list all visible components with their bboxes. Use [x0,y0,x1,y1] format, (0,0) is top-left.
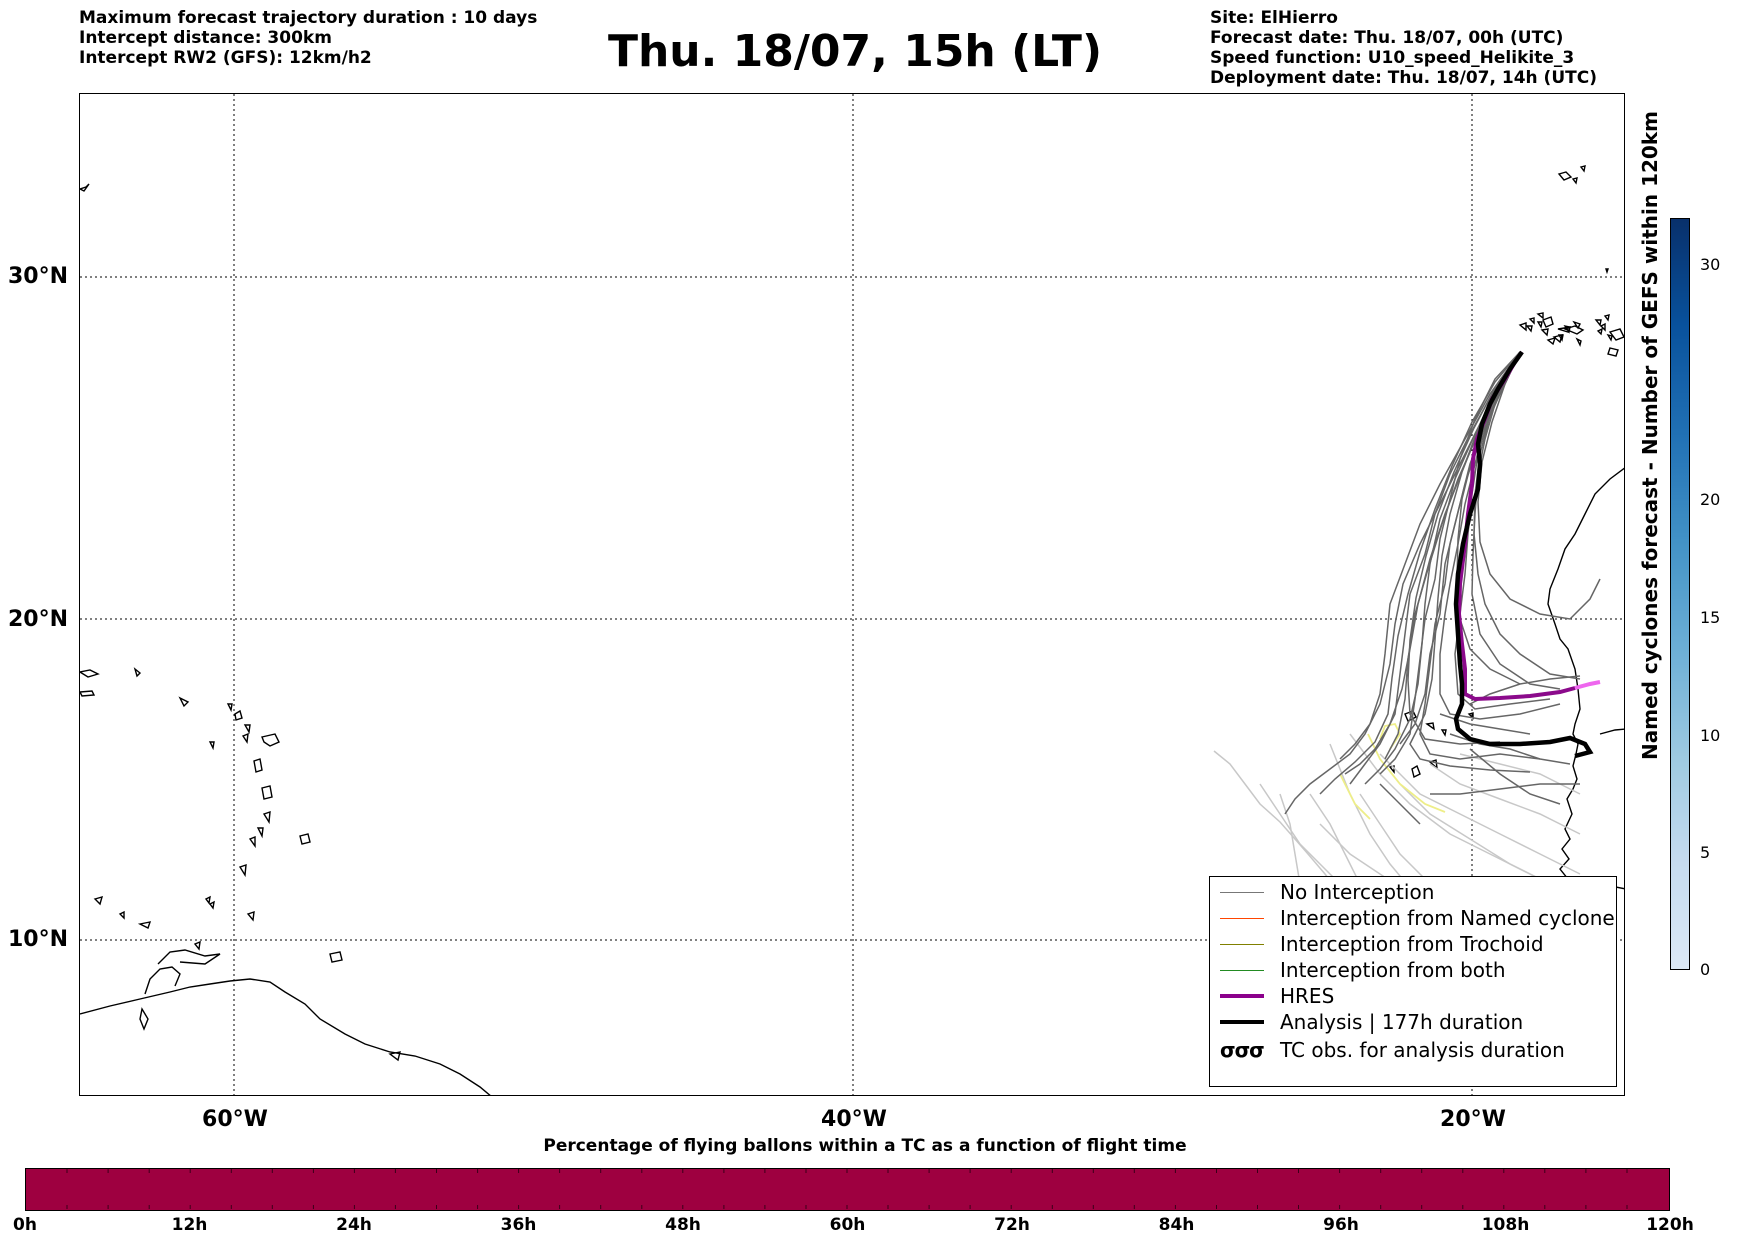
africa-coast [1547,467,1624,890]
colorbar-bottom-tick-label: 84h [1158,1215,1195,1235]
colorbar-tick: 20 [1700,490,1721,509]
header-right: Site: ElHierro Forecast date: Thu. 18/07… [1210,8,1597,88]
map-legend: No Interception Interception from Named … [1209,876,1617,1087]
legend-item-analysis: Analysis | 177h duration [1216,1009,1523,1035]
colorbar-bottom-tick-label: 36h [500,1215,537,1235]
legend-item-no-interception: No Interception [1216,879,1434,905]
header-left: Maximum forecast trajectory duration : 1… [79,8,537,68]
colorbar-bottom-tick-label: 60h [829,1215,866,1235]
colorbar-right-label: Named cyclones forecast - Number of GEFS… [1638,111,1662,760]
colorbar-bottom-tick-label: 108h [1481,1215,1530,1235]
colorbar-tick: 30 [1700,255,1721,274]
colorbar-bottom-tick-label: 24h [336,1215,372,1235]
hres-tail [1574,680,1601,690]
yellow-trajectories [1339,722,1446,820]
legend-label: No Interception [1280,880,1435,904]
colorbar-bottom-tick-label: 120h [1646,1215,1694,1235]
colorbar-bottom-title: Percentage of flying ballons within a TC… [543,1136,1187,1156]
legend-item-tc-obs: σσσ TC obs. for analysis duration [1216,1037,1565,1063]
colorbar-bottom-tick-label: 12h [171,1215,208,1235]
coastlines [80,165,1624,1095]
speed-function-text: Speed function: U10_speed_Helikite_3 [1210,48,1575,68]
legend-item-hres: HRES [1216,983,1334,1009]
legend-label: Interception from Named cyclone [1280,906,1615,930]
legend-label: HRES [1280,984,1335,1008]
colorbar-bottom-ticks [66,1169,1628,1209]
legend-label: TC obs. for analysis duration [1280,1038,1565,1062]
page-title: Thu. 18/07, 15h (LT) [607,26,1103,77]
colorbar-bottom-tick-label: 96h [1323,1215,1359,1235]
map-canvas[interactable] [80,94,1625,1096]
hres-trajectory [1456,350,1576,702]
legend-label: Interception from both [1280,958,1506,982]
colorbar-tick: 15 [1700,608,1721,627]
deployment-date-text: Deployment date: Thu. 18/07, 14h (UTC) [1210,68,1597,88]
lat-label-10n: 10°N [8,927,69,952]
lon-label-60w: 60°W [202,1107,268,1132]
legend-item-trochoid: Interception from Trochoid [1216,931,1544,957]
colorbar-bottom-tick-label: 0h [13,1215,37,1235]
forecast-date-text: Forecast date: Thu. 18/07, 00h (UTC) [1210,28,1564,48]
lon-label-40w: 40°W [821,1107,887,1132]
colorbar-bottom-tick-label: 72h [994,1215,1030,1235]
no-interception-trajectories [1284,351,1601,825]
intercept-distance-text: Intercept distance: 300km [79,28,332,48]
legend-item-both: Interception from both [1216,957,1506,983]
site-text: Site: ElHierro [1210,8,1338,28]
intercept-rw2-text: Intercept RW2 (GFS): 12km/h2 [79,48,372,68]
cyclone-symbols-icon: σσσ [1220,1038,1265,1062]
south-america-coast [80,978,491,1095]
colorbar-bottom-tick-label: 48h [665,1215,701,1235]
colorbar-tick: 0 [1700,960,1711,979]
tc-percentage-colorbar [25,1168,1670,1211]
legend-item-named-cyclone: Interception from Named cyclone [1216,905,1615,931]
max-duration-text: Maximum forecast trajectory duration : 1… [79,8,538,28]
analysis-trajectory [1453,350,1594,759]
map-panel[interactable]: No Interception Interception from Named … [79,93,1625,1096]
cyclone-count-colorbar [1670,218,1690,970]
colorbar-tick: 5 [1700,843,1711,862]
colorbar-tick: 10 [1700,726,1721,745]
legend-label: Interception from Trochoid [1280,932,1544,956]
lat-label-20n: 20°N [8,607,69,632]
lon-label-20w: 20°W [1440,1107,1506,1132]
lat-label-30n: 30°N [8,264,69,289]
legend-label: Analysis | 177h duration [1280,1010,1524,1034]
